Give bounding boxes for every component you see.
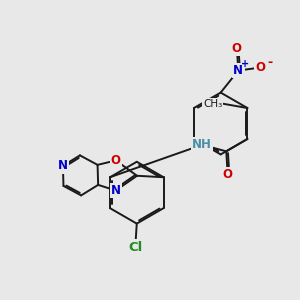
Text: -: - — [267, 56, 272, 69]
Text: CH₃: CH₃ — [203, 99, 222, 109]
Text: Cl: Cl — [128, 241, 142, 254]
Text: N: N — [58, 159, 68, 172]
Text: O: O — [232, 42, 242, 55]
Text: N: N — [111, 184, 121, 197]
Text: O: O — [111, 154, 121, 167]
Text: O: O — [223, 168, 233, 182]
Text: +: + — [241, 59, 249, 69]
Text: N: N — [233, 64, 243, 77]
Text: O: O — [255, 61, 266, 74]
Text: NH: NH — [192, 138, 212, 151]
